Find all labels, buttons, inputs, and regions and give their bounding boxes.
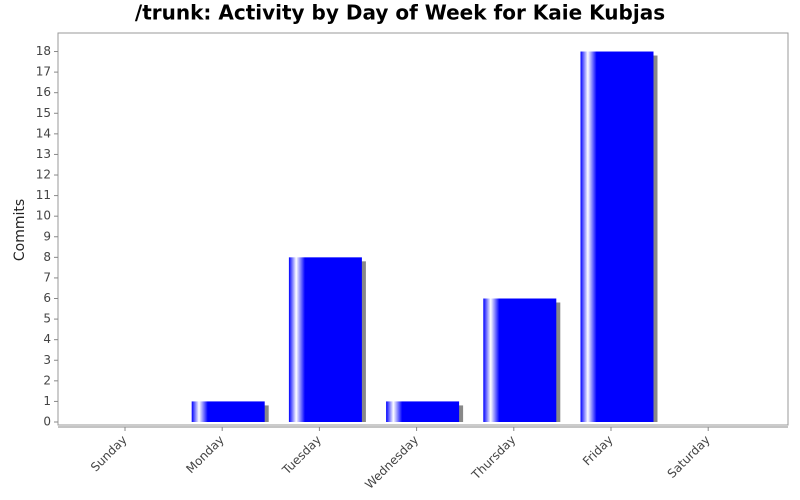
bar: [483, 298, 557, 422]
y-tick-label: 4: [43, 332, 51, 346]
y-tick-label: 15: [36, 106, 51, 120]
bar: [191, 401, 265, 422]
y-tick-label: 9: [43, 229, 51, 243]
y-tick-label: 7: [43, 270, 51, 284]
y-tick-label: 1: [43, 394, 51, 408]
y-tick-label: 16: [36, 85, 51, 99]
y-tick-label: 3: [43, 353, 51, 367]
y-tick-label: 0: [43, 415, 51, 429]
y-tick-label: 14: [36, 126, 51, 140]
y-tick-label: 2: [43, 373, 51, 387]
y-tick-label: 12: [36, 168, 51, 182]
y-tick-label: 6: [43, 291, 51, 305]
bar: [386, 401, 460, 422]
bar: [580, 51, 654, 423]
y-tick-label: 8: [43, 250, 51, 264]
chart-title: /trunk: Activity by Day of Week for Kaie…: [135, 1, 665, 25]
plot-frame: [57, 32, 789, 426]
y-tick-label: 11: [36, 188, 51, 202]
y-tick-label: 5: [43, 312, 51, 326]
y-tick-label: 17: [36, 65, 51, 79]
y-axis-title: Commits: [12, 199, 28, 261]
bar: [288, 257, 362, 422]
y-tick-label: 13: [36, 147, 51, 161]
y-tick-label: 10: [36, 209, 51, 223]
y-tick-label: 18: [36, 44, 51, 58]
